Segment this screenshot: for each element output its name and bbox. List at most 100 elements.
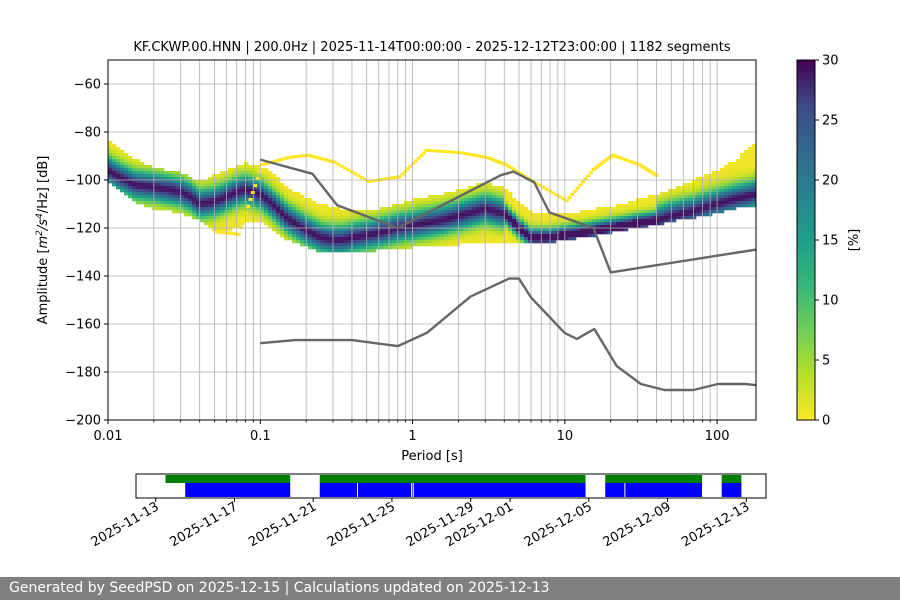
- heatmap-cell: [168, 180, 173, 184]
- heatmap-cell: [724, 204, 729, 208]
- heatmap-cell: [108, 165, 113, 169]
- heatmap-cell: [240, 198, 245, 202]
- heatmap-cell: [428, 234, 433, 238]
- heatmap-cell: [440, 198, 445, 202]
- y-axis-label-prefix: Amplitude [: [36, 248, 51, 324]
- heatmap-cell: [636, 204, 641, 208]
- heatmap-cell: [380, 231, 385, 235]
- heatmap-cell: [460, 225, 465, 229]
- heatmap-cell: [544, 225, 549, 229]
- heatmap-cell: [464, 201, 469, 205]
- heatmap-cell: [616, 216, 621, 220]
- heatmap-cell: [748, 198, 753, 202]
- heatmap-cell: [452, 207, 457, 211]
- heatmap-cell: [188, 207, 193, 211]
- heatmap-cell: [680, 213, 685, 217]
- heatmap-cell: [432, 240, 437, 244]
- heatmap-cell: [428, 201, 433, 205]
- heatmap-cell: [344, 237, 349, 241]
- heatmap-cell: [508, 234, 513, 238]
- heatmap-cell: [328, 231, 333, 235]
- heatmap-cell: [580, 216, 585, 220]
- heatmap-cell: [368, 225, 373, 229]
- heatmap-outlier-cell: [230, 232, 235, 236]
- heatmap-cell: [112, 147, 117, 151]
- heatmap-cell: [752, 192, 756, 196]
- heatmap-cell: [748, 162, 753, 166]
- heatmap-cell: [412, 234, 417, 238]
- heatmap-cell: [404, 228, 409, 232]
- heatmap-cell: [560, 222, 565, 226]
- heatmap-cell: [284, 216, 289, 220]
- heatmap-cell: [324, 207, 329, 211]
- heatmap-cell: [444, 207, 449, 211]
- heatmap-cell: [400, 243, 405, 247]
- heatmap-cell: [316, 234, 321, 238]
- heatmap-cell: [192, 213, 197, 217]
- heatmap-cell: [496, 228, 501, 232]
- heatmap-cell: [724, 180, 729, 184]
- heatmap-cell: [228, 225, 233, 229]
- heatmap-outlier-cell: [306, 153, 311, 157]
- heatmap-cell: [668, 219, 673, 223]
- heatmap-outlier-cell: [239, 225, 244, 229]
- heatmap-cell: [172, 177, 177, 181]
- heatmap-cell: [636, 216, 641, 220]
- heatmap-cell: [112, 159, 117, 163]
- heatmap-cell: [120, 189, 125, 193]
- heatmap-cell: [164, 201, 169, 205]
- heatmap-outlier-cell: [613, 154, 618, 158]
- heatmap-cell: [504, 216, 509, 220]
- heatmap-cell: [400, 228, 405, 232]
- heatmap-cell: [276, 219, 281, 223]
- heatmap-cell: [448, 225, 453, 229]
- heatmap-cell: [428, 216, 433, 220]
- heatmap-cell: [128, 174, 133, 178]
- heatmap-cell: [672, 189, 677, 193]
- heatmap-cell: [260, 216, 265, 220]
- heatmap-cell: [164, 180, 169, 184]
- heatmap-cell: [716, 192, 721, 196]
- heatmap-outlier-cell: [572, 189, 577, 193]
- heatmap-cell: [576, 219, 581, 223]
- heatmap-cell: [272, 207, 277, 211]
- heatmap-cell: [464, 222, 469, 226]
- heatmap-outlier-cell: [265, 161, 270, 165]
- heatmap-cell: [532, 219, 537, 223]
- heatmap-cell: [308, 222, 313, 226]
- heatmap-cell: [404, 213, 409, 217]
- heatmap-cell: [268, 183, 273, 187]
- heatmap-cell: [272, 189, 277, 193]
- heatmap-cell: [308, 219, 313, 223]
- heatmap-cell: [348, 219, 353, 223]
- heatmap-cell: [280, 186, 285, 190]
- heatmap-cell: [228, 189, 233, 193]
- heatmap-cell: [268, 207, 273, 211]
- heatmap-outlier-cell: [632, 161, 637, 165]
- heatmap-cell: [272, 225, 277, 229]
- heatmap-cell: [432, 225, 437, 229]
- heatmap-cell: [440, 240, 445, 244]
- heatmap-cell: [276, 189, 281, 193]
- heatmap-cell: [656, 198, 661, 202]
- heatmap-cell: [484, 240, 489, 244]
- heatmap-cell: [568, 234, 573, 238]
- heatmap-cell: [148, 174, 153, 178]
- heatmap-cell: [276, 216, 281, 220]
- heatmap-cell: [748, 186, 753, 190]
- heatmap-cell: [480, 219, 485, 223]
- heatmap-cell: [144, 177, 149, 181]
- heatmap-cell: [328, 246, 333, 250]
- heatmap-cell: [272, 228, 277, 232]
- heatmap-cell: [464, 213, 469, 217]
- heatmap-cell: [484, 183, 489, 187]
- heatmap-cell: [404, 231, 409, 235]
- heatmap-cell: [444, 225, 449, 229]
- heatmap-cell: [596, 207, 601, 211]
- heatmap-cell: [528, 210, 533, 214]
- heatmap-cell: [328, 222, 333, 226]
- heatmap-cell: [372, 240, 377, 244]
- heatmap-cell: [276, 180, 281, 184]
- heatmap-cell: [124, 168, 129, 172]
- heatmap-cell: [240, 222, 245, 226]
